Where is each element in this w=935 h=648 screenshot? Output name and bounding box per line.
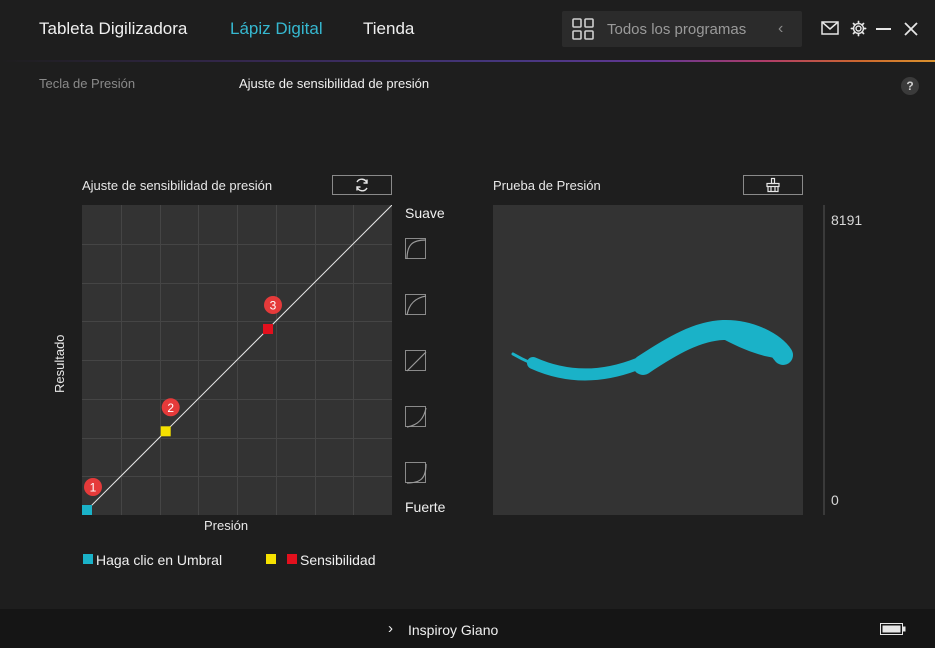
close-icon[interactable]: [904, 22, 918, 36]
control-point-badge-2: [161, 398, 180, 417]
header-divider: [0, 60, 935, 62]
preset-curve-softest[interactable]: [405, 238, 427, 260]
preset-curve-firmest[interactable]: [405, 462, 427, 484]
threshold-legend-label: Haga clic en Umbral: [96, 552, 223, 568]
sensitivity-title: Ajuste de sensibilidad de presión: [82, 178, 273, 193]
sensitivity-legend-label: Sensibilidad: [300, 552, 376, 568]
refresh-icon: [356, 178, 368, 192]
gear-icon[interactable]: [850, 20, 867, 37]
clear-pressure-test-button[interactable]: [743, 175, 803, 195]
mail-icon[interactable]: [821, 21, 839, 35]
apps-grid-icon: [572, 18, 594, 40]
sensitivity-curve-graph[interactable]: 1 2 3: [82, 205, 392, 515]
firm-label: Fuerte: [405, 499, 446, 515]
program-selector[interactable]: Todos los programas ‹: [562, 11, 802, 47]
program-selector-label: Todos los programas: [607, 21, 747, 38]
battery-icon: [880, 623, 906, 635]
reset-curve-button[interactable]: [332, 175, 392, 195]
help-icon[interactable]: ?: [901, 77, 919, 95]
x-axis-label: Presión: [204, 518, 249, 533]
brush-clear-icon: [766, 177, 780, 193]
threshold-legend-swatch: [83, 554, 93, 564]
pressure-max-label: 8191: [831, 212, 863, 228]
sensitivity-legend-swatch-yellow: [266, 554, 276, 564]
curve-control-point-3[interactable]: [263, 324, 273, 334]
tab-lapiz-digital[interactable]: Lápiz Digital: [230, 19, 323, 38]
chevron-right-icon[interactable]: ›: [388, 620, 393, 637]
subtab-ajuste-sensibilidad[interactable]: Ajuste de sensibilidad de presión: [239, 76, 430, 91]
pressure-test-title: Prueba de Presión: [493, 178, 601, 193]
soft-label: Suave: [405, 205, 445, 221]
pressure-stroke: [511, 319, 793, 381]
pressure-level-bar: [823, 205, 825, 515]
preset-curve-soft[interactable]: [405, 294, 427, 316]
pressure-min-label: 0: [831, 492, 839, 508]
sensitivity-legend-swatch-red: [287, 554, 297, 564]
control-point-badge-3: [264, 296, 282, 314]
tab-tableta-digilizadora[interactable]: Tableta Digilizadora: [39, 19, 188, 38]
chevron-left-icon[interactable]: ‹: [778, 20, 784, 37]
preset-curve-firm[interactable]: [405, 406, 427, 428]
y-axis-label: Resultado: [52, 334, 67, 393]
curve-control-point-1[interactable]: [82, 505, 92, 515]
pressure-test-canvas[interactable]: [493, 205, 803, 515]
curve-control-point-2[interactable]: [160, 426, 171, 437]
tab-tienda[interactable]: Tienda: [363, 19, 415, 38]
device-name[interactable]: Inspiroy Giano: [408, 622, 499, 638]
footer-bar: › Inspiroy Giano: [0, 609, 935, 648]
minimize-icon[interactable]: [876, 28, 891, 31]
control-point-number-3: 3: [270, 299, 277, 313]
control-point-number-1: 1: [90, 481, 97, 495]
preset-curve-linear[interactable]: [405, 350, 427, 372]
control-point-number-2: 2: [167, 401, 174, 415]
subtab-tecla-de-presion[interactable]: Tecla de Presión: [39, 76, 136, 91]
top-bar: Tableta Digilizadora Lápiz Digital Tiend…: [0, 0, 935, 60]
sensitivity-curve-line: [82, 205, 392, 515]
control-point-badge-1: [84, 478, 102, 496]
